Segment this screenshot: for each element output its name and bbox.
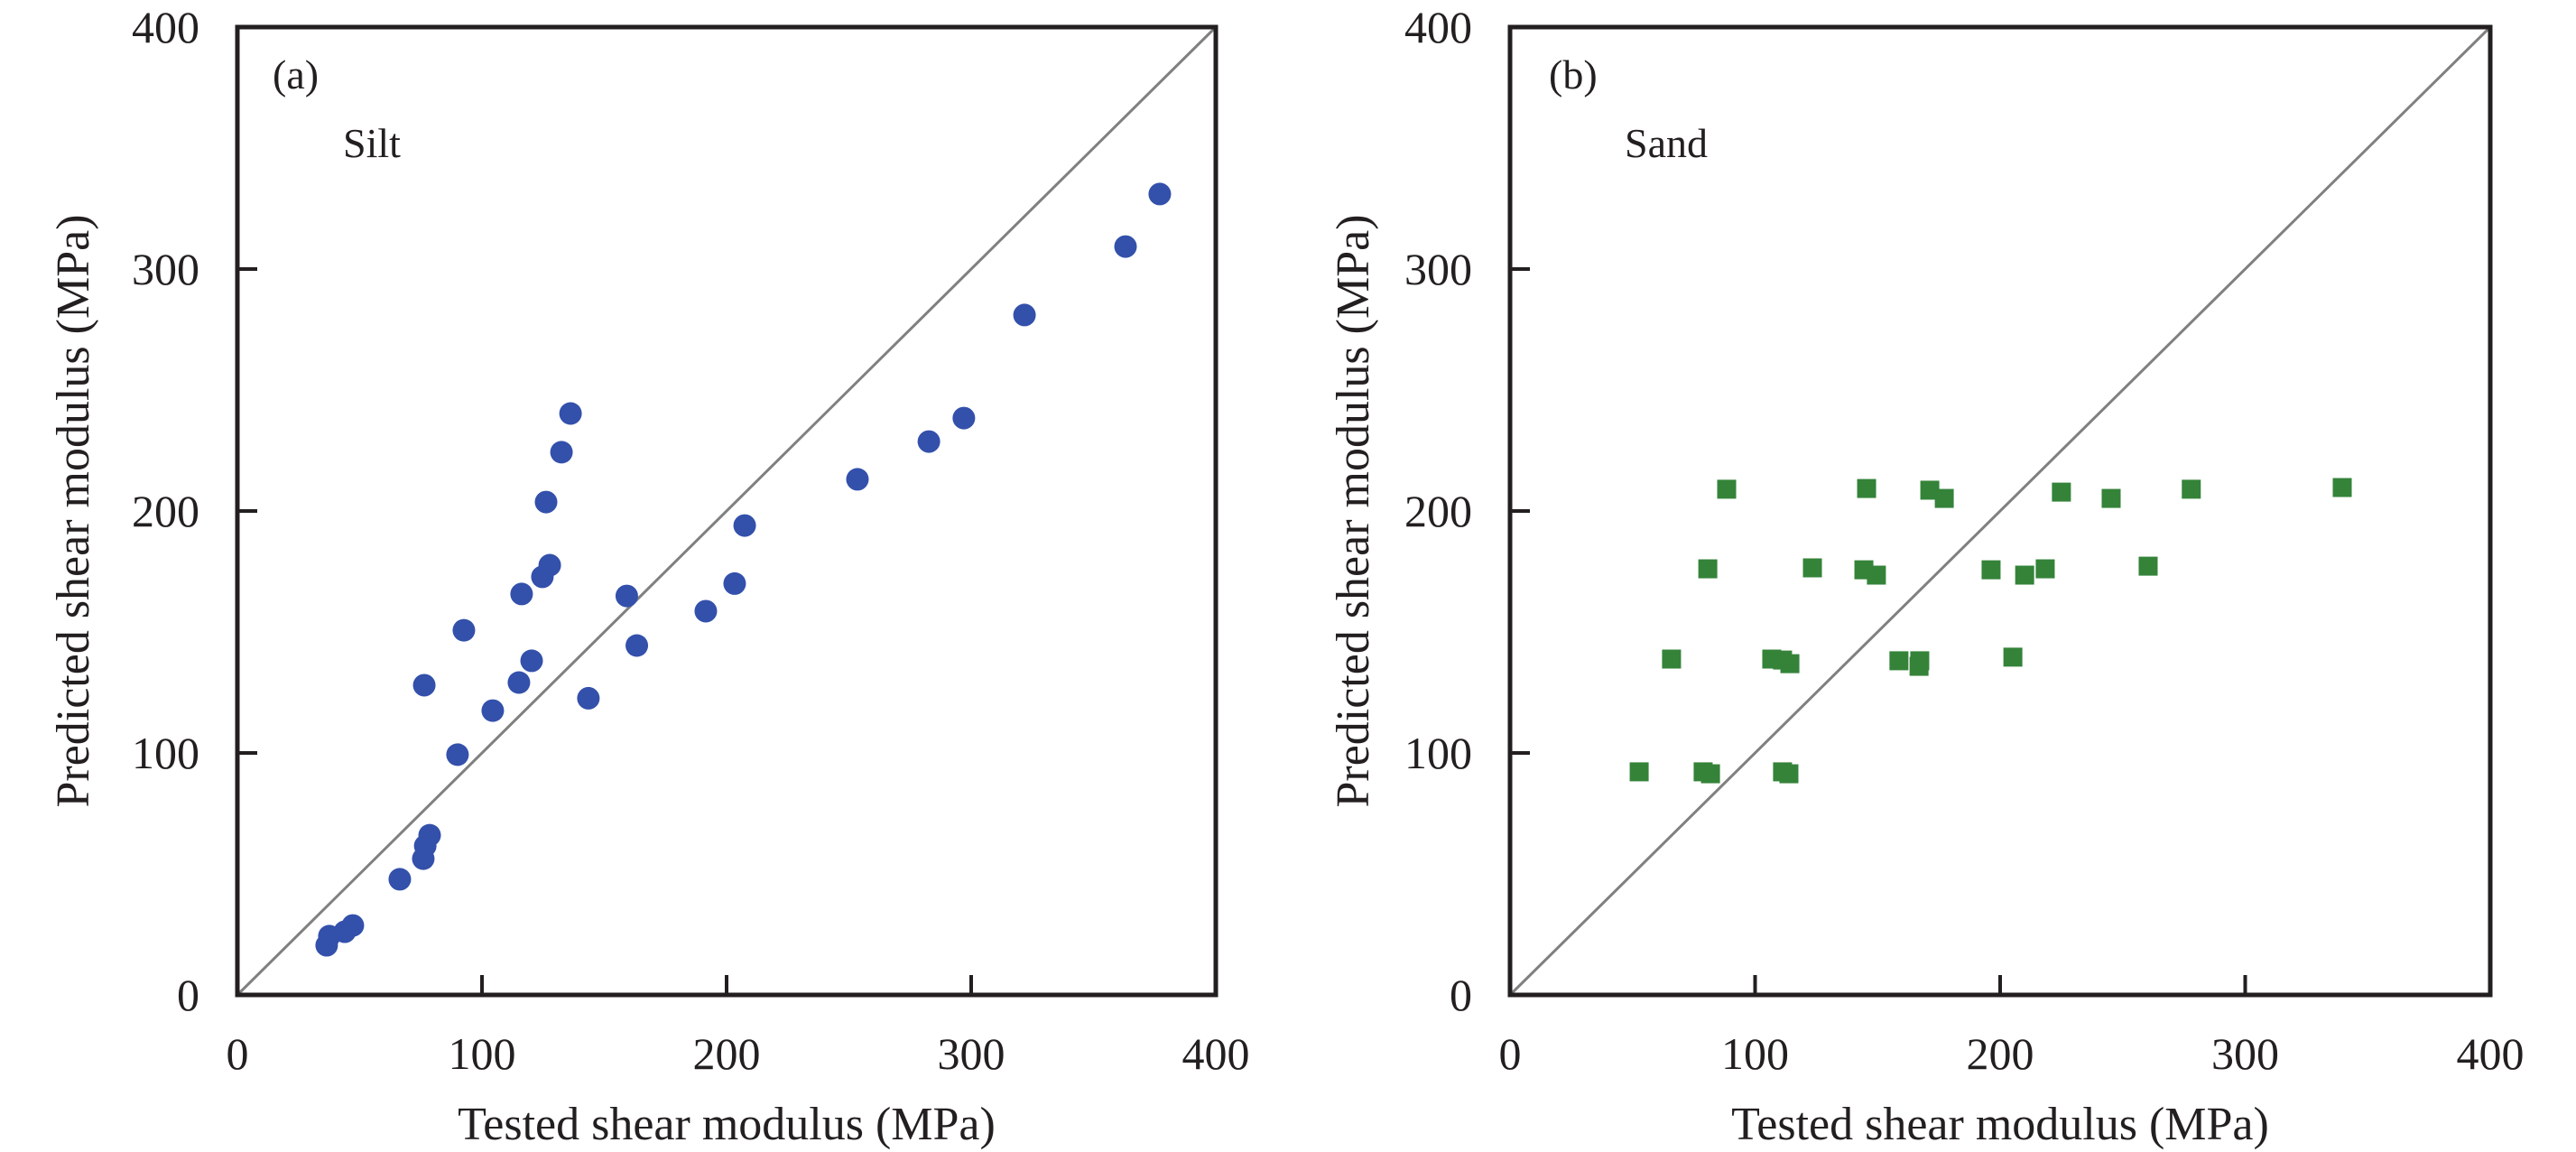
data-point [388, 868, 412, 891]
data-point [418, 823, 441, 847]
y-tick-label: 200 [1404, 486, 1472, 536]
reference-line [236, 25, 1218, 997]
y-axis-title: Predicted shear modulus (MPa) [48, 214, 99, 807]
data-point [1114, 235, 1137, 258]
y-tick-label: 400 [132, 2, 199, 52]
x-tick-label: 200 [1967, 1028, 2034, 1079]
data-point [1802, 558, 1822, 578]
x-tick-label: 0 [1499, 1028, 1522, 1079]
x-tick-label: 400 [2457, 1028, 2525, 1079]
data-point [481, 699, 505, 722]
data-point [577, 686, 600, 710]
reference-line [1508, 25, 2492, 997]
data-point [412, 674, 436, 697]
x-tick-label: 300 [938, 1028, 1005, 1079]
data-point [1920, 480, 1940, 500]
y-tick-label: 200 [132, 486, 199, 536]
data-point [2052, 482, 2071, 502]
y-tick-label: 0 [177, 970, 199, 1020]
data-point [2101, 488, 2121, 508]
data-point [625, 634, 649, 657]
data-point [538, 553, 561, 577]
data-point [507, 671, 531, 694]
data-point [559, 402, 582, 425]
x-tick-label: 100 [449, 1028, 516, 1079]
panel-label: (a) [273, 51, 319, 98]
data-point [2035, 559, 2055, 579]
data-point [1857, 478, 1876, 498]
data-point [1662, 649, 1682, 669]
data-point [694, 599, 718, 623]
data-point [1629, 762, 1649, 782]
data-point [341, 914, 365, 937]
y-tick-label: 100 [1404, 728, 1472, 778]
data-point [952, 406, 976, 430]
data-point [2138, 556, 2158, 576]
panel-silt: (a) Silt Tested shear modulus (MPa) Pred… [48, 2, 1250, 1150]
y-tick-label: 0 [1450, 970, 1472, 1020]
x-tick-label: 300 [2211, 1028, 2279, 1079]
y-tick-label: 300 [132, 244, 199, 294]
data-point [733, 514, 756, 537]
data-point [846, 468, 869, 491]
data-point [917, 430, 941, 453]
data-point [1867, 565, 1886, 585]
data-point [452, 618, 476, 642]
y-tick-label: 400 [1404, 2, 1472, 52]
data-point [615, 584, 638, 608]
data-point [1013, 303, 1036, 327]
series-silt [315, 182, 1172, 957]
data-point [2003, 647, 2023, 667]
annotation-silt: Silt [343, 120, 401, 166]
data-point [723, 571, 746, 595]
panel-label: (b) [1549, 51, 1598, 98]
data-point [1779, 764, 1799, 784]
data-point [1148, 182, 1172, 206]
data-point [2015, 565, 2034, 585]
data-point [534, 490, 558, 514]
panel-sand: (b) Sand Tested shear modulus (MPa) Pred… [1328, 2, 2525, 1150]
data-point [1981, 560, 2001, 580]
data-point [2182, 479, 2201, 499]
x-axis-title: Tested shear modulus (MPa) [1731, 1099, 2269, 1150]
series-sand [1629, 478, 2352, 784]
y-tick-label: 100 [132, 728, 199, 778]
x-tick-label: 400 [1182, 1028, 1250, 1079]
data-point [1700, 764, 1720, 784]
data-point [2332, 478, 2352, 497]
data-point [1910, 651, 1930, 671]
x-tick-label: 200 [693, 1028, 761, 1079]
x-tick-label: 0 [227, 1028, 249, 1079]
data-point [550, 441, 573, 464]
x-axis-title: Tested shear modulus (MPa) [458, 1099, 996, 1150]
data-point [1717, 479, 1737, 499]
data-point [510, 582, 533, 606]
annotation-sand: Sand [1625, 120, 1708, 166]
data-point [446, 743, 469, 766]
y-tick-label: 300 [1404, 244, 1472, 294]
data-point [520, 649, 543, 673]
data-point [1698, 559, 1718, 579]
data-point [1889, 651, 1909, 671]
x-tick-label: 100 [1721, 1028, 1789, 1079]
data-point [1780, 654, 1800, 674]
data-point [1934, 488, 1954, 508]
y-axis-title: Predicted shear modulus (MPa) [1328, 214, 1379, 807]
